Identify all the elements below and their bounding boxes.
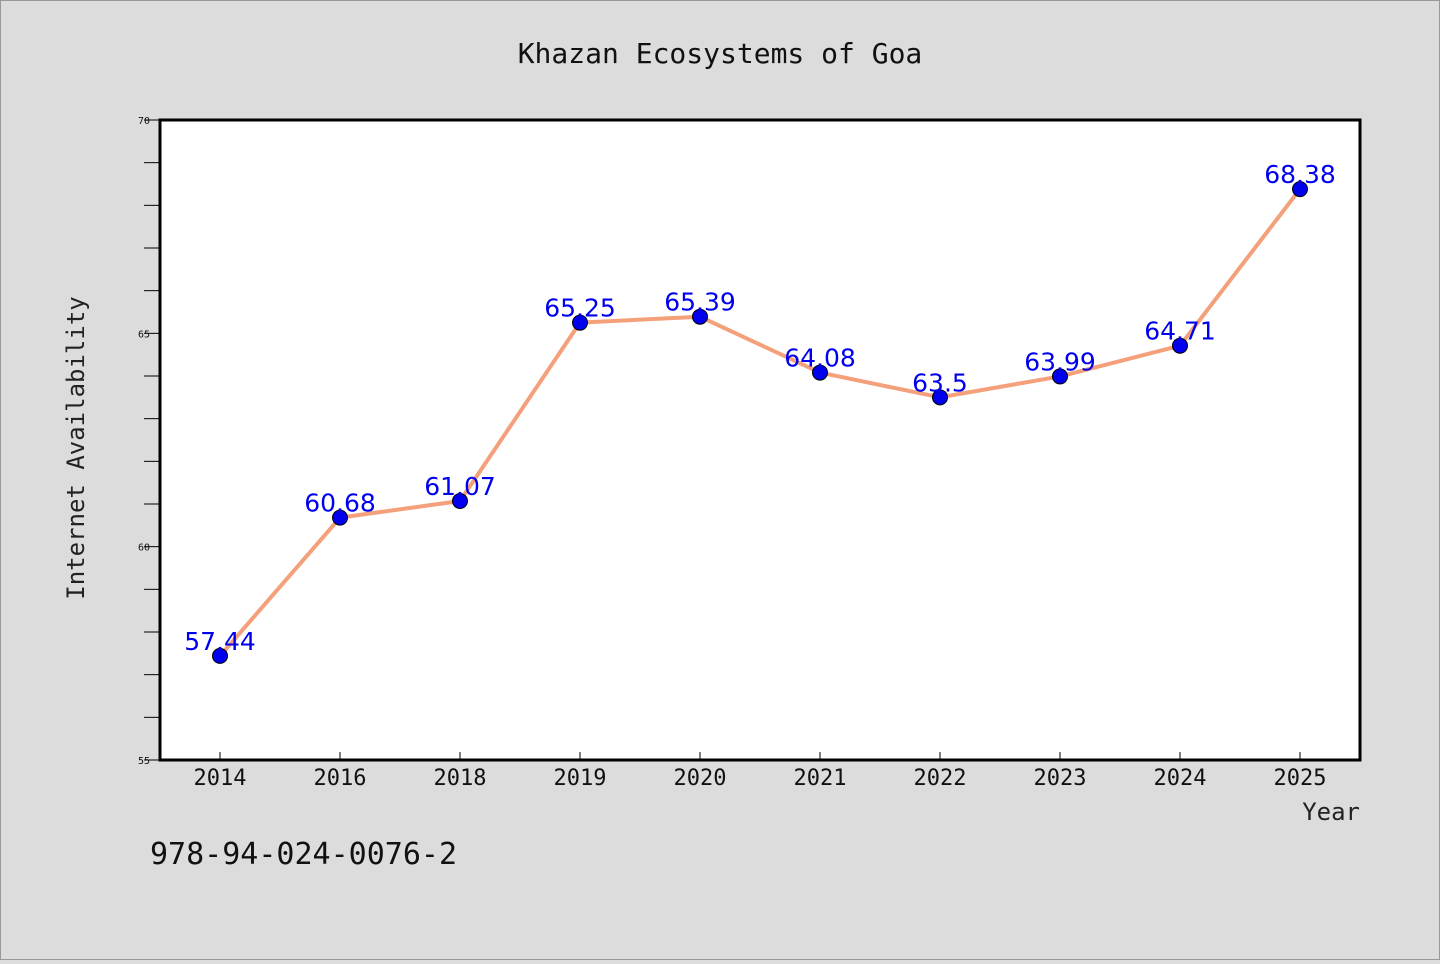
data-point xyxy=(572,314,588,331)
x-tick-label: 2024 xyxy=(1154,766,1207,791)
data-label: 57.44 xyxy=(184,627,256,656)
x-tick-label: 2022 xyxy=(914,766,967,791)
y-tick-label: 60 xyxy=(138,543,150,554)
y-tick-label: 70 xyxy=(138,116,150,127)
data-label: 63.99 xyxy=(1024,347,1096,376)
data-label: 64.08 xyxy=(784,344,856,373)
x-tick-label: 2014 xyxy=(194,766,247,791)
data-point xyxy=(212,647,228,664)
x-tick-label: 2019 xyxy=(554,766,607,791)
isbn-text: 978-94-024-0076-2 xyxy=(150,837,457,872)
y-tick-label: 55 xyxy=(138,756,150,767)
x-tick-label: 2023 xyxy=(1034,766,1087,791)
data-point xyxy=(1052,368,1068,385)
x-tick-label: 2018 xyxy=(434,766,487,791)
data-point xyxy=(812,364,828,381)
data-point xyxy=(932,389,948,406)
x-tick-label: 2021 xyxy=(794,766,847,791)
x-tick-label: 2016 xyxy=(314,766,367,791)
data-label: 60.68 xyxy=(304,489,376,518)
x-axis-label: Year xyxy=(1302,798,1360,826)
plot-area xyxy=(160,120,1360,760)
y-tick-label: 65 xyxy=(138,329,150,340)
data-point xyxy=(692,308,708,325)
data-label: 68.38 xyxy=(1264,160,1336,189)
series-layer: 57.44 60.68 61.07 65.25 65.39 64.08 63.5 63.99 6… xyxy=(184,160,1336,664)
data-point xyxy=(1292,181,1308,198)
data-label: 65.39 xyxy=(664,288,736,317)
data-point xyxy=(1172,337,1188,354)
y-axis: 55 60 65 70 xyxy=(138,116,160,767)
chart-title: Khazan Ecosystems of Goa xyxy=(518,37,923,70)
x-axis: 2014 2016 2018 2019 2020 2021 2022 2023 2024 2025 xyxy=(194,752,1327,791)
y-axis-label: Internet Availability xyxy=(62,296,90,599)
x-tick-label: 2020 xyxy=(674,766,727,791)
data-label: 65.25 xyxy=(544,294,616,323)
data-label: 61.07 xyxy=(424,472,496,501)
data-point xyxy=(452,493,468,510)
x-tick-label: 2025 xyxy=(1274,766,1327,791)
data-point xyxy=(332,509,348,526)
series-line xyxy=(218,187,1302,658)
data-label: 64.71 xyxy=(1144,317,1216,346)
plot-frame xyxy=(158,118,1362,762)
data-label: 63.5 xyxy=(912,368,968,397)
